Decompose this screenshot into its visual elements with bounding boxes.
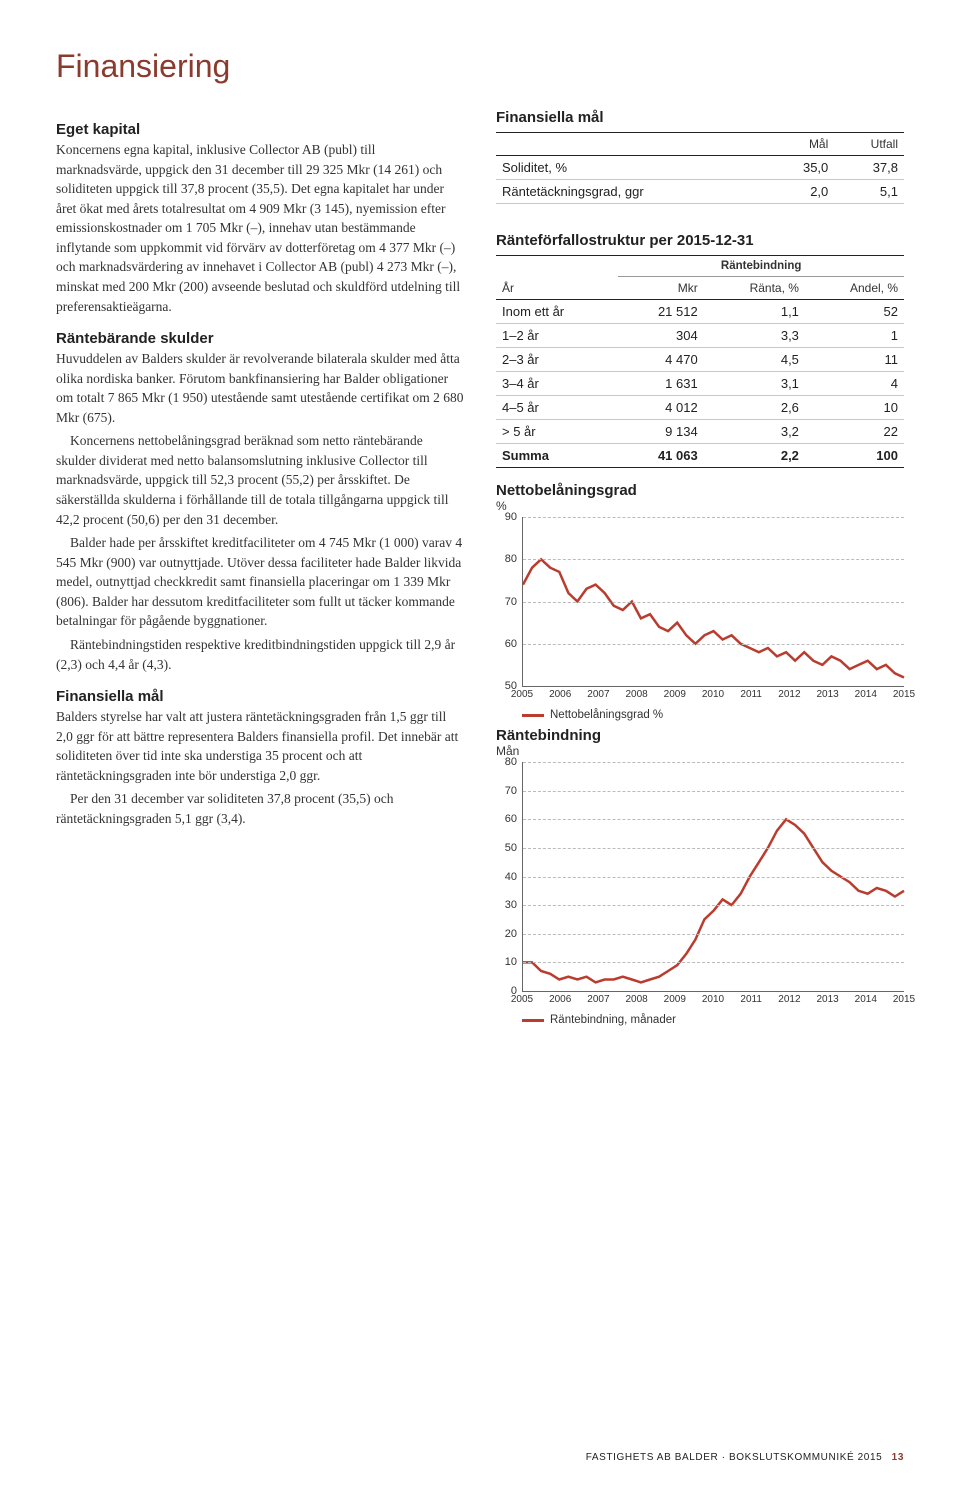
table-row: 2–3 år4 4704,511	[496, 348, 904, 372]
table-mal: Mål Utfall Soliditet, % 35,0 37,8 Räntet…	[496, 132, 904, 204]
table-rff-subhead: Räntebindning	[618, 256, 904, 277]
left-column: Eget kapital Koncernens egna kapital, in…	[56, 107, 464, 1026]
table-mal-h1: Mål	[768, 133, 834, 156]
table-mal-title: Finansiella mål	[496, 109, 904, 126]
chart-rb-legend: Räntebindning, månader	[522, 1014, 904, 1026]
para-rb-2: Koncernens nettobelåningsgrad beräknad s…	[56, 431, 464, 529]
para-rb-1: Huvuddelen av Balders skulder är revolve…	[56, 349, 464, 427]
page-number: 13	[892, 1452, 904, 1463]
table-row: 3–4 år1 6313,14	[496, 372, 904, 396]
table-row: Inom ett år21 5121,152	[496, 300, 904, 324]
table-row: > 5 år9 1343,222	[496, 420, 904, 444]
table-rff: Räntebindning År Mkr Ränta, % Andel, % I…	[496, 255, 904, 468]
table-mal-h2: Utfall	[834, 133, 904, 156]
table-sum-row: Summa41 0632,2100	[496, 444, 904, 468]
legend-swatch-icon	[522, 1019, 544, 1022]
heading-rantebarande: Räntebärande skulder	[56, 330, 464, 347]
chart-netto-sub: %	[496, 499, 904, 513]
para-eget-kapital: Koncernens egna kapital, inklusive Colle…	[56, 140, 464, 316]
chart-netto-legend: Nettobelåningsgrad %	[522, 709, 904, 721]
right-column: Finansiella mål Mål Utfall Soliditet, % …	[496, 107, 904, 1026]
chart-netto: 5060708090	[522, 517, 904, 687]
heading-finansiella-mal-text: Finansiella mål	[56, 688, 464, 705]
page-footer: FASTIGHETS AB BALDER · BOKSLUTSKOMMUNIKÉ…	[586, 1452, 904, 1463]
footer-text: FASTIGHETS AB BALDER · BOKSLUTSKOMMUNIKÉ…	[586, 1452, 883, 1463]
table-mal-h0	[496, 133, 768, 156]
para-rb-3: Balder hade per årsskiftet kreditfacilit…	[56, 533, 464, 631]
page-title: Finansiering	[56, 48, 904, 85]
para-fm-2: Per den 31 december var soliditeten 37,8…	[56, 789, 464, 828]
chart-rb-sub: Mån	[496, 744, 904, 758]
table-row: 4–5 år4 0122,610	[496, 396, 904, 420]
table-row: Räntetäckningsgrad, ggr 2,0 5,1	[496, 180, 904, 204]
chart-netto-title: Nettobelåningsgrad	[496, 482, 904, 499]
chart-rb-xlabels: 2005200620072008200920102011201220132014…	[522, 992, 904, 1008]
table-rff-title: Ränteförfallostruktur per 2015-12-31	[496, 232, 904, 249]
chart-netto-xlabels: 2005200620072008200920102011201220132014…	[522, 687, 904, 703]
table-row: Soliditet, % 35,0 37,8	[496, 156, 904, 180]
legend-label: Nettobelåningsgrad %	[550, 709, 663, 721]
para-rb-4: Räntebindningstiden respektive kreditbin…	[56, 635, 464, 674]
heading-eget-kapital: Eget kapital	[56, 121, 464, 138]
legend-label: Räntebindning, månader	[550, 1014, 676, 1026]
chart-rb-title: Räntebindning	[496, 727, 904, 744]
table-row: 1–2 år3043,31	[496, 324, 904, 348]
two-column-layout: Eget kapital Koncernens egna kapital, in…	[56, 107, 904, 1026]
para-fm-1: Balders styrelse har valt att justera rä…	[56, 707, 464, 785]
chart-rb: 01020304050607080	[522, 762, 904, 992]
legend-swatch-icon	[522, 714, 544, 717]
